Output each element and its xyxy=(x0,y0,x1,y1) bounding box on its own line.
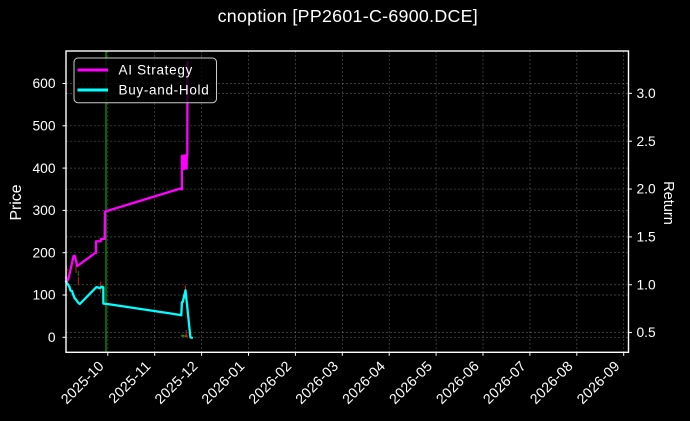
svg-text:Buy-and-Hold: Buy-and-Hold xyxy=(119,83,210,98)
svg-text:Price: Price xyxy=(8,184,25,220)
svg-text:500: 500 xyxy=(32,119,55,134)
svg-text:0.5: 0.5 xyxy=(637,325,657,340)
svg-text:2.0: 2.0 xyxy=(637,182,657,197)
svg-text:AI Strategy: AI Strategy xyxy=(119,63,193,78)
svg-text:3.0: 3.0 xyxy=(637,86,657,101)
svg-text:200: 200 xyxy=(32,245,55,260)
svg-text:600: 600 xyxy=(32,76,55,91)
svg-text:1.5: 1.5 xyxy=(637,230,657,245)
svg-text:300: 300 xyxy=(32,203,55,218)
svg-text:cnoption [PP2601-C-6900.DCE]: cnoption [PP2601-C-6900.DCE] xyxy=(218,6,478,26)
svg-text:2.5: 2.5 xyxy=(637,134,657,149)
svg-text:400: 400 xyxy=(32,161,55,176)
svg-text:Return: Return xyxy=(660,181,676,225)
svg-text:1.0: 1.0 xyxy=(637,277,657,292)
svg-text:0: 0 xyxy=(48,330,56,345)
svg-text:100: 100 xyxy=(32,288,55,303)
